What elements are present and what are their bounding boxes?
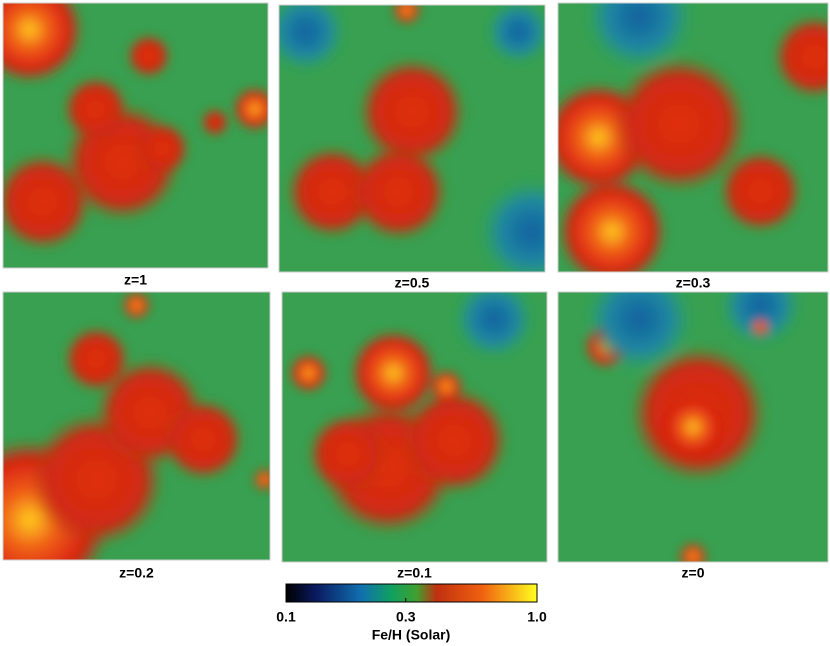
panel-label: z=0.5 bbox=[395, 275, 430, 291]
metal-region bbox=[401, 387, 508, 494]
metal-region bbox=[486, 5, 545, 64]
map-frame bbox=[2, 2, 269, 269]
panel-label: z=1 bbox=[124, 272, 147, 288]
simulation-map bbox=[3, 3, 268, 268]
blob-layer bbox=[585, 292, 801, 562]
metal-region bbox=[279, 5, 346, 72]
blob-layer bbox=[558, 3, 828, 272]
metal-region bbox=[308, 414, 388, 494]
metal-region bbox=[660, 394, 726, 460]
metal-region bbox=[585, 3, 693, 71]
panel-label: z=0.3 bbox=[676, 275, 711, 291]
metal-region bbox=[774, 16, 828, 98]
metal-region bbox=[558, 177, 666, 272]
metal-region bbox=[720, 150, 801, 232]
metal-region bbox=[350, 144, 447, 240]
panel-label: z=0.2 bbox=[119, 565, 154, 581]
metal-region bbox=[123, 292, 150, 319]
map-frame bbox=[278, 4, 546, 273]
blob-layer bbox=[3, 292, 270, 560]
colorbar-tick-label: 0.3 bbox=[396, 609, 416, 625]
metal-region bbox=[63, 77, 128, 141]
blob-layer bbox=[289, 292, 534, 534]
panel-label: z=0.1 bbox=[397, 565, 432, 581]
panel-label: z=0 bbox=[682, 565, 705, 581]
metal-region bbox=[478, 178, 545, 272]
metal-region bbox=[430, 370, 463, 403]
metal-region bbox=[253, 468, 270, 491]
simulation-map bbox=[282, 292, 547, 562]
blob-layer bbox=[3, 3, 268, 250]
metal-region bbox=[679, 543, 707, 562]
colorbar-label: Fe/H (Solar) bbox=[372, 627, 451, 643]
simulation-map bbox=[558, 3, 828, 272]
metal-region bbox=[612, 56, 747, 192]
metal-region bbox=[135, 122, 189, 176]
metal-region bbox=[720, 292, 801, 346]
colorbar bbox=[285, 583, 538, 603]
metal-region bbox=[233, 87, 268, 131]
map-frame bbox=[2, 291, 271, 561]
simulation-map bbox=[3, 292, 270, 560]
blob-layer bbox=[279, 5, 545, 272]
metal-region bbox=[393, 5, 420, 24]
metal-region bbox=[163, 399, 244, 480]
simulation-map bbox=[279, 5, 545, 272]
metal-region bbox=[585, 292, 693, 373]
metal-region bbox=[201, 109, 229, 136]
metal-region bbox=[127, 34, 170, 78]
colorbar-tick-label: 1.0 bbox=[527, 609, 547, 625]
map-frame bbox=[557, 2, 829, 273]
metal-region bbox=[286, 146, 378, 238]
colorbar-tick-label: 0.1 bbox=[276, 609, 296, 625]
metal-region bbox=[289, 354, 328, 392]
metal-region bbox=[752, 319, 769, 336]
map-frame bbox=[281, 291, 548, 563]
metal-region bbox=[64, 326, 129, 392]
metal-region bbox=[3, 3, 83, 83]
metal-region bbox=[358, 58, 466, 165]
metal-region bbox=[350, 330, 436, 416]
map-frame bbox=[557, 291, 829, 563]
simulation-map bbox=[558, 292, 828, 562]
metal-region bbox=[454, 292, 534, 359]
